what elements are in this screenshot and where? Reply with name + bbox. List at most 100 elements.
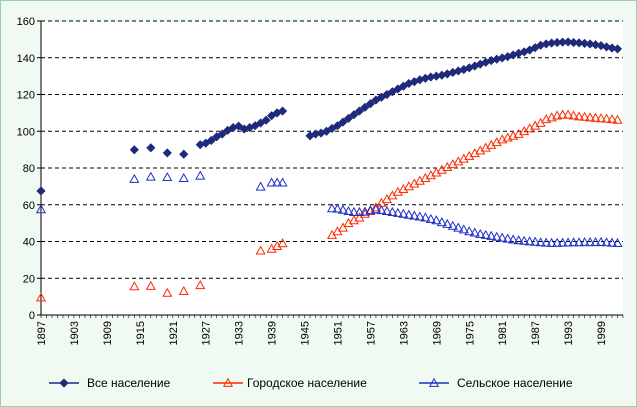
data-point [387, 206, 398, 216]
data-point [612, 44, 623, 54]
x-tick-label: 1927 [201, 321, 213, 345]
x-tick-label: 1999 [596, 321, 608, 345]
data-point [365, 99, 375, 109]
data-point [524, 236, 535, 246]
data-point [497, 232, 508, 242]
data-point [530, 236, 541, 246]
series-marks [35, 37, 623, 302]
data-point [162, 171, 173, 182]
data-point [585, 39, 595, 49]
data-point [376, 205, 387, 215]
data-point [129, 145, 139, 155]
data-point [255, 245, 266, 255]
data-point [552, 237, 563, 247]
x-tick-label: 1951 [332, 321, 344, 345]
data-point [277, 238, 288, 248]
data-point [354, 106, 365, 116]
data-point [272, 177, 283, 187]
data-point [475, 228, 486, 239]
data-point [541, 237, 552, 247]
data-point [585, 112, 596, 122]
data-point [606, 237, 618, 247]
series-1 [36, 37, 623, 196]
data-point [552, 110, 563, 120]
data-point [129, 281, 140, 291]
data-point [585, 237, 596, 247]
data-point [277, 177, 288, 187]
data-point [568, 237, 579, 247]
data-point [590, 237, 601, 247]
data-point [35, 292, 47, 302]
data-point [381, 205, 392, 216]
data-point [580, 38, 590, 48]
data-point [370, 202, 381, 212]
data-point [332, 121, 343, 131]
data-point [343, 113, 354, 123]
data-point [428, 377, 440, 387]
y-tick-label: 60 [23, 200, 35, 212]
data-point [469, 227, 480, 237]
data-point [206, 135, 216, 146]
y-tick-label: 140 [17, 53, 35, 65]
x-tick-label: 1981 [497, 321, 509, 345]
data-point [601, 237, 612, 247]
data-point [557, 109, 568, 119]
y-tick-labels: 0 20 40 60 80 100 120 140 160 [17, 16, 35, 322]
data-point [179, 149, 189, 159]
data-point [36, 186, 46, 196]
y-tick-label: 0 [29, 310, 35, 322]
data-point [579, 237, 590, 247]
legend-label: Сельское население [457, 376, 573, 390]
data-point [420, 212, 431, 222]
data-point [590, 40, 601, 50]
x-tick-labels: 1897 1903 1909 1915 1921 1927 1933 1939 1945 1951… [36, 321, 608, 345]
data-point [409, 210, 420, 220]
x-tick-label: 1957 [365, 321, 377, 345]
data-point [217, 129, 227, 139]
legend-item-2: Городское население [213, 376, 367, 390]
data-point [162, 148, 172, 158]
data-point [278, 106, 288, 116]
data-point [557, 237, 568, 247]
axes [37, 20, 624, 318]
data-point [590, 112, 601, 122]
x-tick-label: 1915 [135, 321, 147, 345]
data-point [447, 220, 458, 230]
x-tick-label: 1921 [168, 321, 180, 345]
data-point [222, 377, 234, 387]
data-point [261, 115, 271, 125]
legend-label: Городское население [247, 376, 367, 390]
x-tick-label: 1987 [530, 321, 542, 345]
legend-item-1: Все население [49, 376, 171, 390]
data-point [337, 204, 349, 214]
data-point [606, 114, 618, 124]
data-point [563, 37, 573, 47]
data-point [403, 209, 414, 219]
data-point [574, 237, 585, 247]
x-tick-label: 1909 [102, 321, 114, 345]
data-point [563, 109, 574, 119]
y-tick-label: 160 [17, 16, 35, 28]
data-point [398, 208, 409, 218]
data-point [266, 177, 277, 187]
data-point [453, 222, 464, 232]
data-point [255, 181, 266, 191]
data-point [431, 215, 442, 225]
data-point [458, 224, 469, 234]
data-point [414, 211, 425, 221]
data-point [442, 218, 453, 228]
data-point [508, 234, 519, 244]
data-point [365, 205, 376, 215]
data-point [392, 207, 403, 217]
x-tick-label: 1933 [234, 321, 246, 345]
data-point [612, 114, 623, 124]
data-point [360, 102, 370, 112]
y-tick-label: 40 [23, 237, 35, 249]
y-tick-label: 100 [17, 126, 35, 138]
data-point [563, 237, 574, 247]
data-point [607, 43, 617, 53]
data-point [595, 236, 607, 246]
x-tick-label: 1903 [69, 321, 81, 345]
data-point [35, 204, 47, 214]
